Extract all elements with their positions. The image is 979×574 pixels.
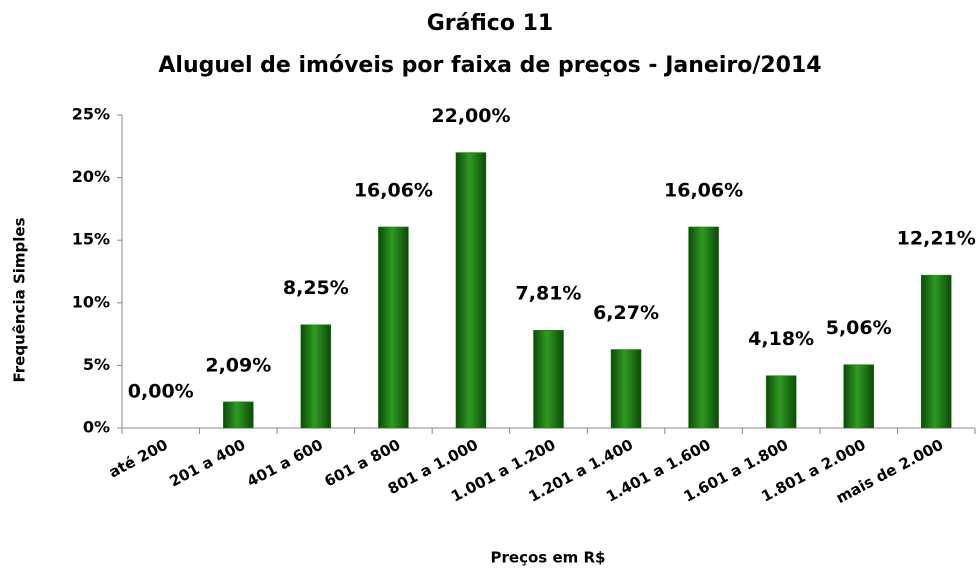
value-label: 2,09%: [205, 354, 271, 376]
value-label: 4,18%: [748, 328, 814, 350]
bar: [843, 364, 874, 429]
bar: [533, 329, 564, 429]
value-label: 6,27%: [593, 302, 659, 324]
y-tick-label: 15%: [72, 230, 110, 249]
y-tick-label: 0%: [83, 418, 110, 437]
bar: [688, 226, 719, 429]
bar: [378, 226, 409, 429]
bar: [765, 375, 797, 429]
y-tick-label: 25%: [72, 105, 110, 124]
value-label: 5,06%: [826, 317, 892, 339]
bar: [610, 349, 642, 429]
x-tick-label: até 200: [106, 436, 171, 482]
x-tick-label: 401 a 600: [244, 436, 326, 491]
bar: [920, 274, 952, 429]
y-tick-label: 10%: [72, 292, 110, 311]
value-label: 22,00%: [431, 105, 510, 127]
x-axis-label: Preços em R$: [491, 549, 606, 567]
bar: [455, 152, 487, 429]
value-label: 7,81%: [516, 283, 582, 305]
value-label: 16,06%: [664, 179, 743, 201]
chart-subtitle: Aluguel de imóveis por faixa de preços -…: [158, 53, 821, 78]
y-tick-label: 20%: [72, 167, 110, 186]
value-label: 12,21%: [897, 228, 976, 250]
value-label: 8,25%: [283, 277, 349, 299]
chart-title: Gráfico 11: [427, 11, 554, 36]
y-tick-label: 5%: [83, 355, 110, 374]
value-label: 16,06%: [354, 179, 433, 201]
x-tick-label: 201 a 400: [166, 436, 248, 491]
y-axis-label: Frequência Simples: [11, 217, 29, 382]
bar: [300, 324, 332, 429]
value-label: 0,00%: [128, 381, 194, 403]
bar: [223, 401, 254, 429]
